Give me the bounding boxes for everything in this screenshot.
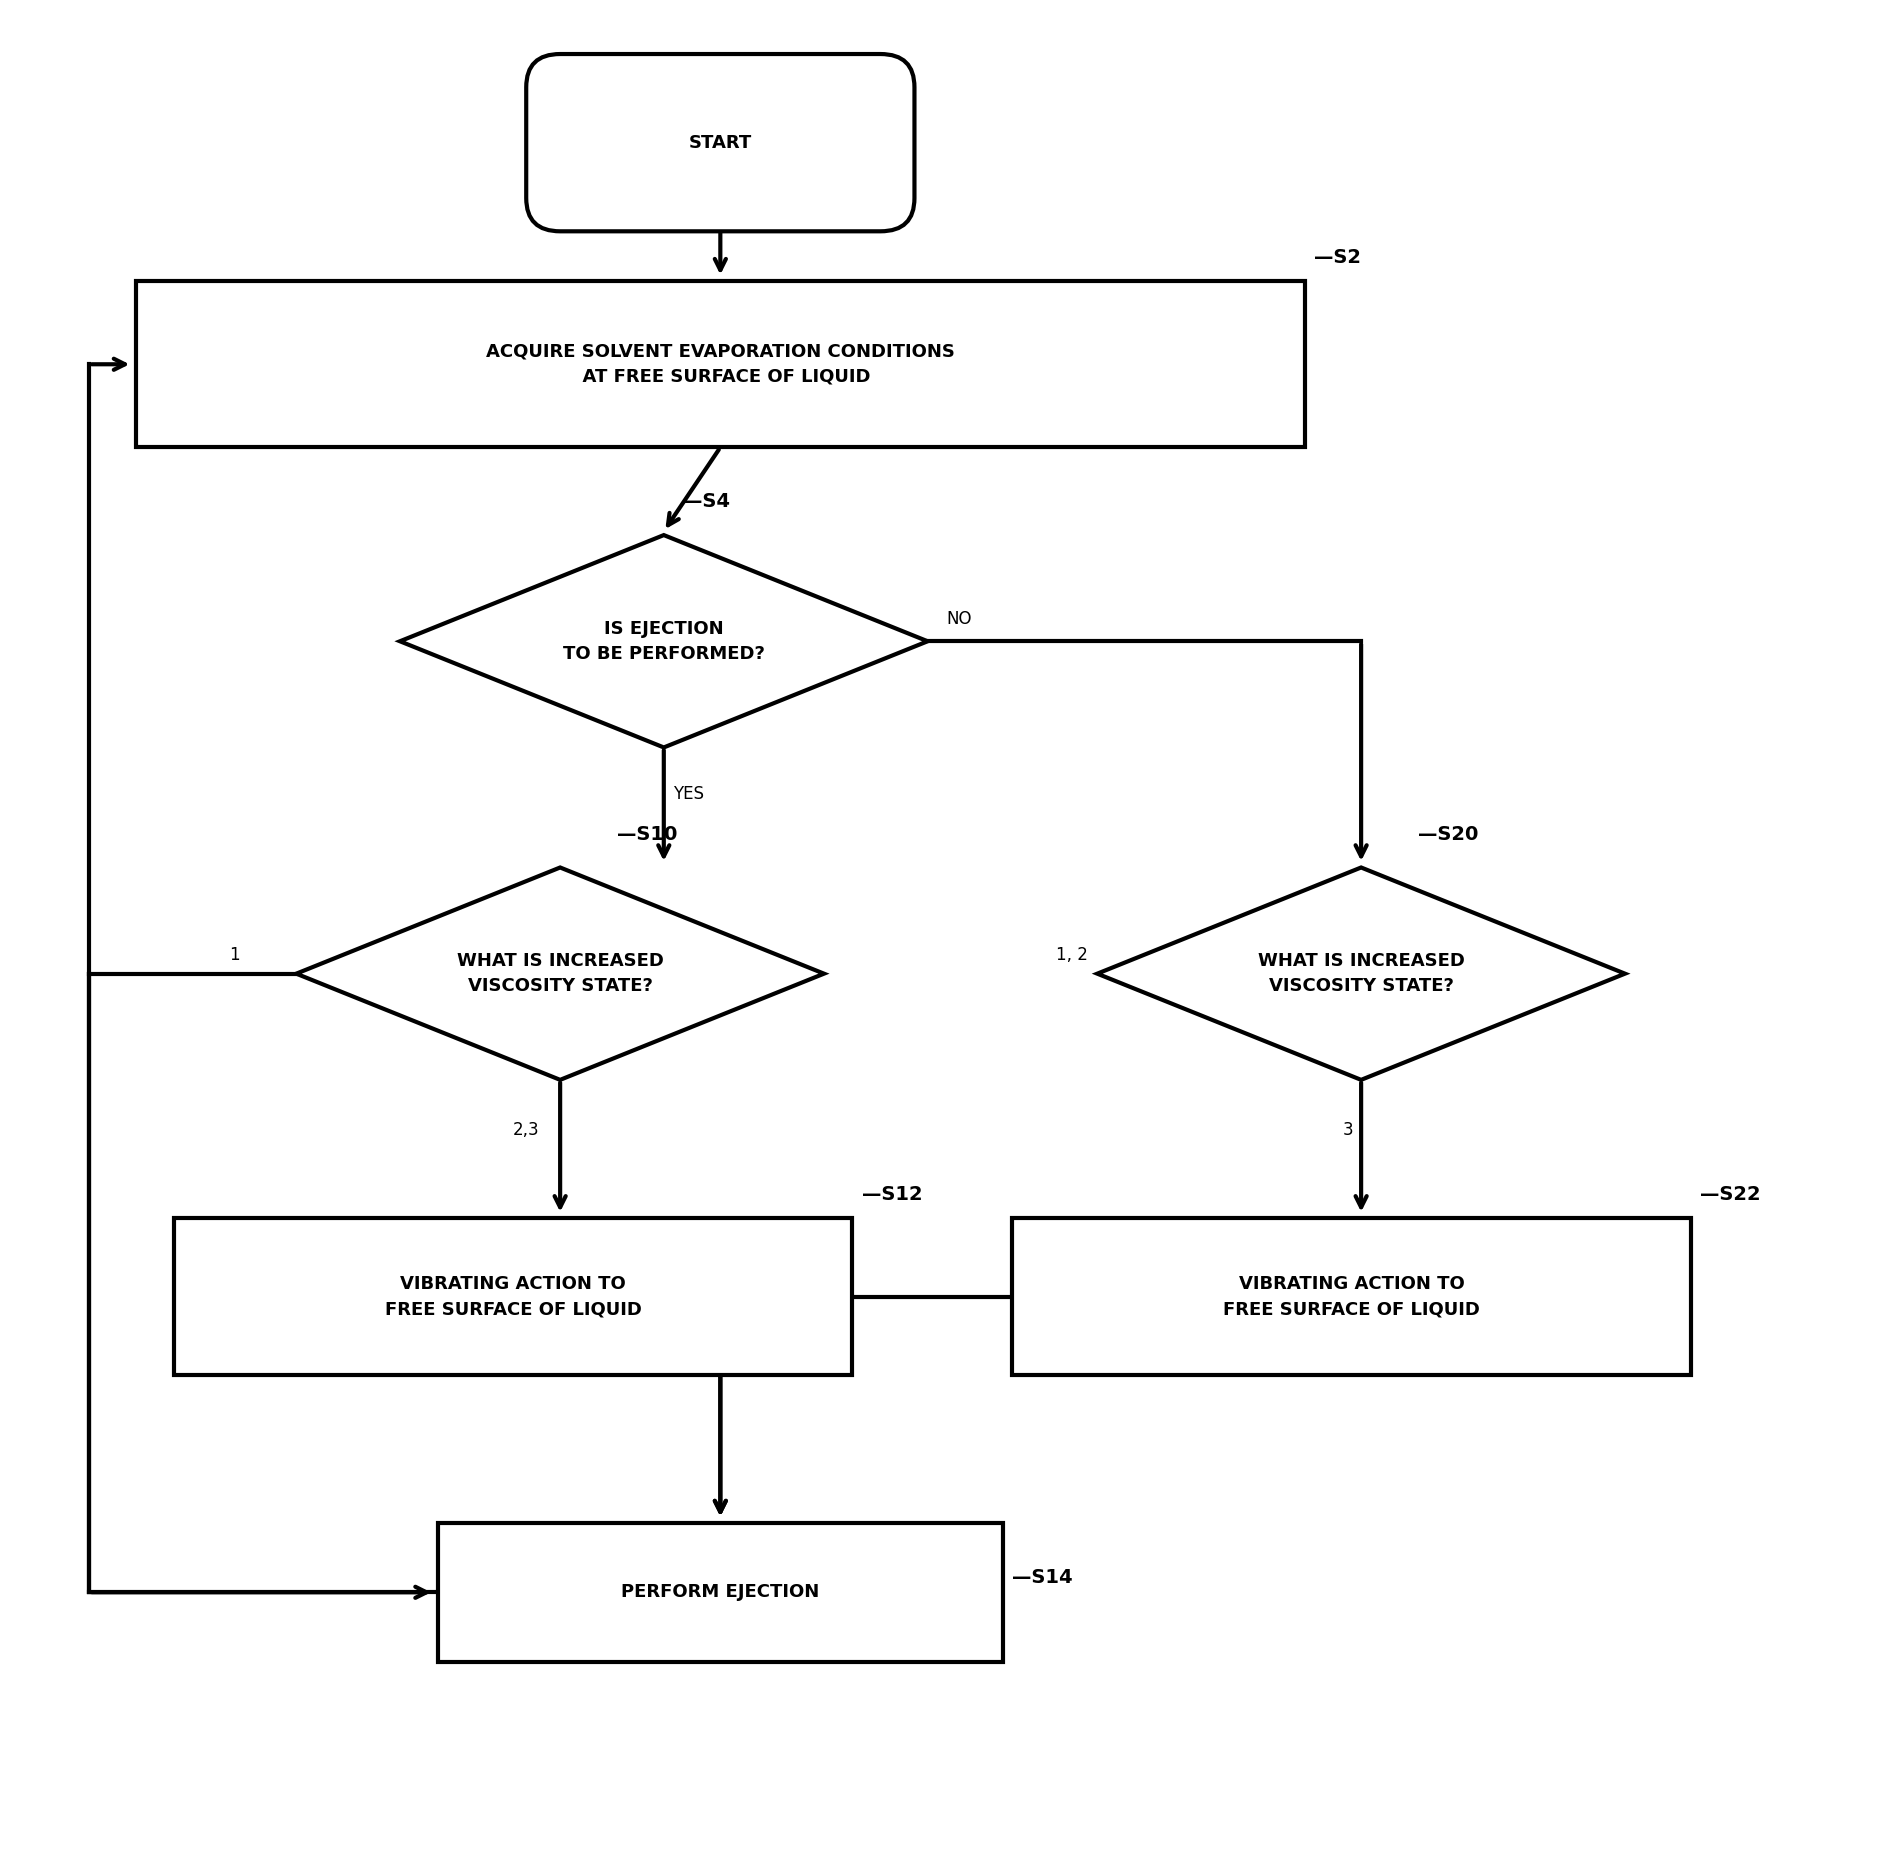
Text: ACQUIRE SOLVENT EVAPORATION CONDITIONS
  AT FREE SURFACE OF LIQUID: ACQUIRE SOLVENT EVAPORATION CONDITIONS A… [487,343,954,386]
FancyBboxPatch shape [526,54,914,232]
Text: VIBRATING ACTION TO
FREE SURFACE OF LIQUID: VIBRATING ACTION TO FREE SURFACE OF LIQU… [384,1276,642,1319]
Text: 2,3: 2,3 [513,1120,540,1139]
Bar [1013,1219,1690,1375]
Text: —S22: —S22 [1700,1185,1760,1204]
Text: WHAT IS INCREASED
VISCOSITY STATE?: WHAT IS INCREASED VISCOSITY STATE? [456,952,664,994]
Text: PERFORM EJECTION: PERFORM EJECTION [621,1584,820,1601]
Text: —S14: —S14 [1013,1567,1073,1588]
Text: START: START [689,134,752,152]
Text: —S20: —S20 [1418,825,1478,844]
Text: VIBRATING ACTION TO
FREE SURFACE OF LIQUID: VIBRATING ACTION TO FREE SURFACE OF LIQU… [1223,1276,1480,1319]
Text: —S4: —S4 [683,492,729,512]
Bar [136,282,1304,447]
Text: —S10: —S10 [617,825,678,844]
Text: —S12: —S12 [861,1185,922,1204]
Bar [174,1219,852,1375]
Text: —S2: —S2 [1314,249,1361,267]
Polygon shape [399,534,928,748]
Text: WHAT IS INCREASED
VISCOSITY STATE?: WHAT IS INCREASED VISCOSITY STATE? [1257,952,1465,994]
Polygon shape [297,868,823,1080]
Text: 1: 1 [229,946,240,965]
Text: YES: YES [674,785,704,803]
Text: 3: 3 [1342,1120,1353,1139]
Text: 1, 2: 1, 2 [1056,946,1088,965]
Text: NO: NO [946,610,971,629]
Text: IS EJECTION
TO BE PERFORMED?: IS EJECTION TO BE PERFORMED? [562,620,765,662]
Bar [437,1523,1003,1662]
Polygon shape [1098,868,1624,1080]
